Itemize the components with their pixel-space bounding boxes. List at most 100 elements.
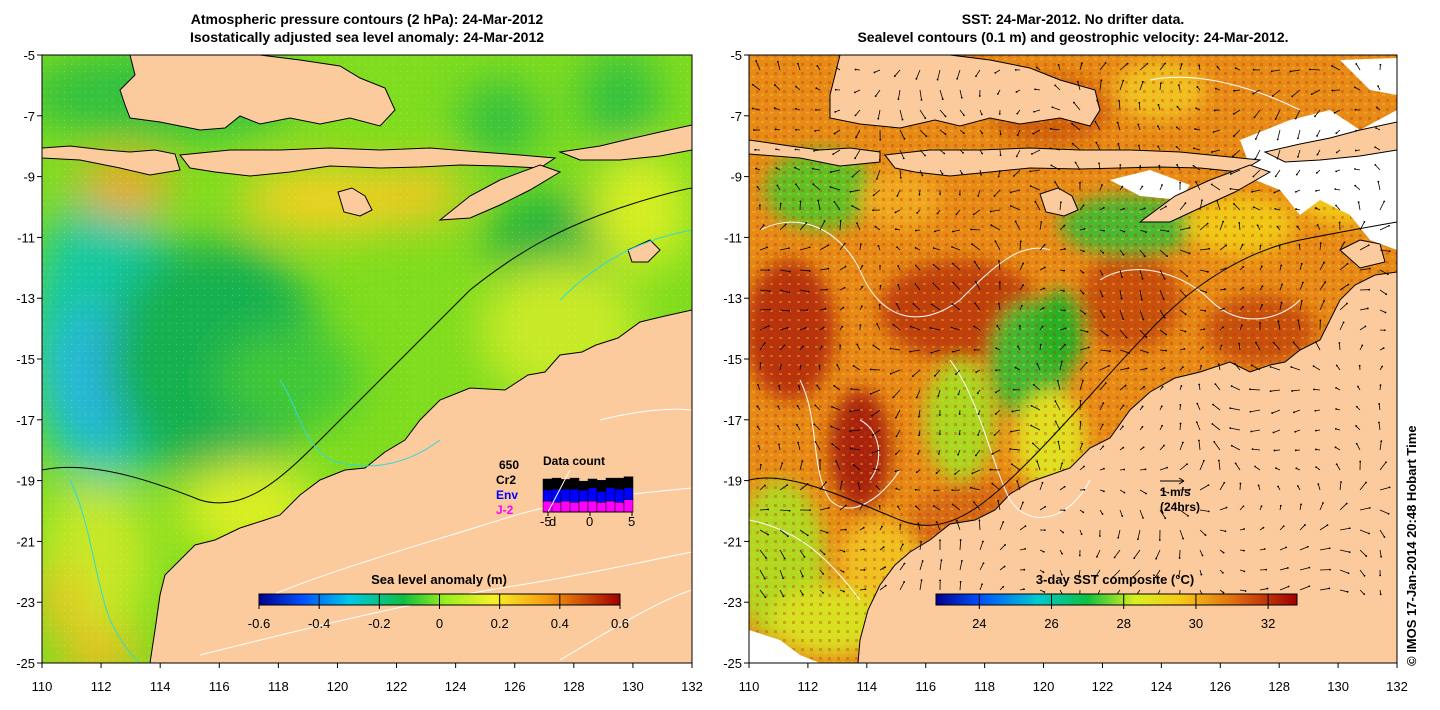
velocity-arrow	[1359, 569, 1365, 577]
velocity-arrow-head	[1063, 485, 1066, 488]
velocity-arrow	[817, 200, 821, 211]
velocity-arrow-head	[974, 302, 977, 305]
velocity-arrow-head	[1030, 404, 1033, 407]
velocity-arrow-head	[1141, 185, 1144, 188]
velocity-arrow-head	[1355, 442, 1358, 445]
velocity-arrow-head	[1140, 298, 1143, 301]
velocity-arrow-head	[767, 508, 770, 511]
velocity-arrow-head	[1041, 325, 1044, 328]
velocity-arrow-head	[1259, 244, 1262, 247]
velocity-arrow-head	[1244, 590, 1247, 592]
velocity-arrow	[1218, 460, 1221, 471]
velocity-arrow	[1334, 109, 1341, 114]
velocity-arrow-head	[957, 393, 960, 396]
velocity-arrow	[1199, 509, 1209, 512]
velocity-arrow-head	[826, 288, 828, 291]
velocity-arrow-head	[1034, 200, 1037, 203]
velocity-arrow-head	[1254, 157, 1257, 160]
right-ytick-label: -25	[723, 656, 742, 671]
velocity-arrow	[873, 468, 881, 471]
right-australia-land	[857, 271, 1397, 663]
velocity-arrow-head	[901, 118, 904, 121]
left-timor-land	[438, 164, 562, 221]
right-xtick-label: 118	[974, 679, 995, 694]
velocity-arrow-head	[915, 471, 918, 474]
velocity-arrow-head	[1198, 64, 1201, 67]
velocity-arrow-head	[1319, 319, 1322, 322]
velocity-arrow-head	[934, 230, 936, 233]
velocity-arrow-head	[962, 132, 965, 135]
velocity-arrow	[917, 523, 921, 531]
data-count-tick-0: 0	[586, 514, 593, 529]
velocity-arrow-head	[754, 148, 757, 151]
velocity-arrow-head	[795, 107, 797, 110]
velocity-arrow-head	[997, 260, 1000, 262]
velocity-arrow	[1099, 289, 1103, 297]
velocity-arrow-head	[1361, 344, 1364, 347]
velocity-arrow	[779, 569, 784, 579]
velocity-arrow	[1099, 424, 1104, 431]
velocity-arrow	[851, 205, 861, 211]
velocity-arrow	[1313, 389, 1321, 391]
velocity-arrow-head	[936, 212, 939, 215]
velocity-arrow-head	[1158, 539, 1161, 541]
left-xtick-label: 130	[622, 679, 644, 694]
velocity-arrow	[959, 89, 963, 98]
velocity-arrow-head	[1216, 66, 1219, 68]
velocity-arrow-head	[1184, 295, 1187, 298]
velocity-arrow-head	[895, 435, 898, 438]
velocity-arrow	[759, 247, 768, 251]
velocity-arrow-head	[914, 488, 917, 491]
velocity-arrow-head	[1181, 441, 1184, 444]
right-title: SST: 24-Mar-2012. No drifter data. Seale…	[857, 11, 1288, 45]
velocity-arrow	[1359, 244, 1369, 251]
velocity-arrow	[795, 184, 801, 191]
velocity-arrow	[1290, 69, 1301, 72]
velocity-arrow-head	[808, 246, 811, 249]
velocity-arrow	[1099, 365, 1110, 371]
velocity-arrow	[1139, 229, 1147, 233]
right-xtick-label: 114	[856, 679, 877, 694]
velocity-arrow	[1233, 109, 1241, 115]
velocity-arrow-head	[815, 87, 818, 90]
velocity-arrow-head	[1176, 164, 1178, 166]
right-colorbar-gradient	[935, 593, 1298, 606]
velocity-arrow-head	[1195, 107, 1198, 110]
velocity-arrow-head	[1125, 336, 1128, 339]
velocity-arrow	[1275, 109, 1281, 120]
velocity-arrow-head	[981, 583, 983, 586]
velocity-arrow	[1375, 146, 1381, 151]
velocity-arrow-head	[1229, 173, 1232, 175]
velocity-arrow	[1179, 309, 1186, 315]
velocity-arrow	[1033, 384, 1041, 391]
velocity-arrow-head	[954, 473, 957, 475]
legend-j2: J-2	[496, 503, 514, 517]
velocity-arrow	[899, 109, 903, 120]
velocity-arrow-head	[1297, 155, 1299, 158]
velocity-arrow-head	[757, 445, 760, 447]
velocity-arrow-head	[1064, 327, 1067, 330]
velocity-arrow	[973, 501, 981, 511]
velocity-arrow-head	[844, 504, 847, 507]
velocity-arrow-head	[917, 522, 920, 525]
velocity-arrow-head	[1338, 221, 1341, 224]
velocity-arrow-head	[788, 509, 791, 512]
velocity-arrow-head	[1297, 319, 1300, 322]
velocity-arrow-head	[1023, 568, 1026, 571]
velocity-arrow	[1010, 189, 1021, 193]
right-map: 1 m/s (24hrs) 3-day SST composite (°C) 2…	[749, 55, 1397, 663]
velocity-arrow-head	[788, 270, 791, 273]
velocity-arrow-head	[1276, 225, 1279, 228]
velocity-arrow-head	[1363, 593, 1366, 596]
velocity-arrow-head	[1164, 62, 1166, 65]
velocity-arrow-head	[1118, 100, 1121, 102]
velocity-arrow	[916, 389, 921, 398]
data-count-bar-env	[560, 488, 571, 502]
right-ytick-label: -23	[723, 595, 742, 610]
velocity-arrow	[1099, 382, 1107, 391]
velocity-arrow	[1137, 124, 1141, 131]
velocity-arrow	[1198, 384, 1201, 391]
velocity-arrow-head	[1322, 261, 1325, 264]
velocity-arrow	[899, 563, 905, 571]
velocity-arrow-head	[1180, 385, 1183, 387]
